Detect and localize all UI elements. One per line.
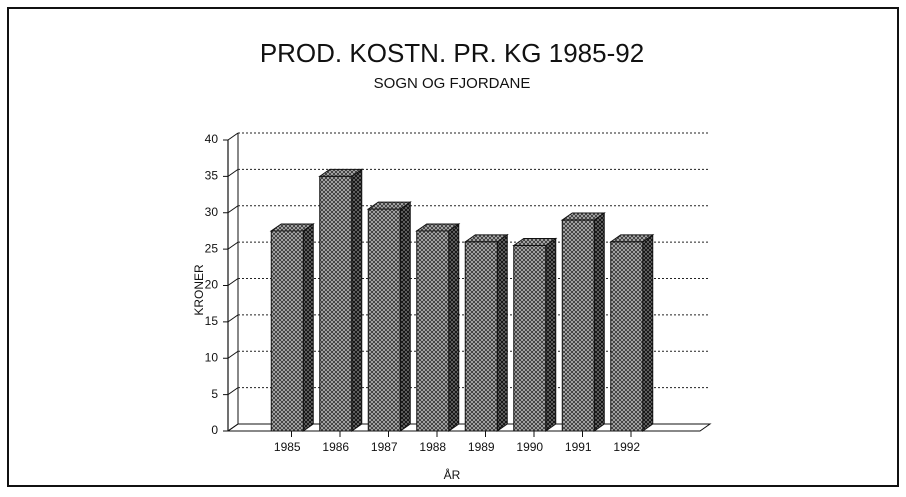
y-tick-label: 0 [211,423,218,437]
x-tick-label: 1989 [468,440,495,454]
x-tick-label: 1990 [516,440,543,454]
depth-line [227,278,239,286]
chart-title: PROD. KOSTN. PR. KG 1985-92 [260,38,644,68]
bar [416,230,450,432]
depth-line [227,205,239,214]
y-tick-label: 25 [205,241,219,255]
bar-side [642,233,654,432]
frame [7,7,899,487]
bar-side [399,201,411,432]
x-tick-label: 1985 [274,440,301,454]
y-tick-label: 20 [205,278,219,292]
depth-line [227,423,239,432]
x-tick-label: 1992 [613,440,640,454]
depth-line [227,387,239,396]
chart-subtitle: SOGN OG FJORDANE [374,75,531,92]
x-axis-label: ÅR [444,467,461,482]
x-tick-label: 1986 [322,440,349,454]
x-tick-label: 1991 [565,440,592,454]
y-tick-label: 35 [205,169,219,183]
depth-line [227,168,239,177]
y-tick-label: 5 [211,387,218,401]
depth-line [227,132,239,141]
y-tick-label: 40 [205,132,219,146]
bar [270,230,304,432]
bar-side [448,222,460,432]
y-tick-label: 15 [205,314,219,328]
bar [319,175,353,432]
depth-line [227,241,239,250]
bar [610,241,644,432]
x-tick-label: 1987 [371,440,398,454]
bar-side [593,212,605,432]
bar [513,244,547,432]
bar [464,241,498,432]
bar [561,219,595,432]
y-tick-label: 30 [205,205,219,219]
x-tick-label: 1988 [419,440,446,454]
depth-line [227,314,239,323]
bar-side [496,233,508,432]
y-tick-label: 10 [205,350,219,364]
bar-side [302,222,314,432]
bar [367,208,401,432]
depth-line [227,350,239,359]
bar-side [351,168,363,432]
y-axis-label: KRONER [192,264,206,316]
bar-side [545,237,557,432]
